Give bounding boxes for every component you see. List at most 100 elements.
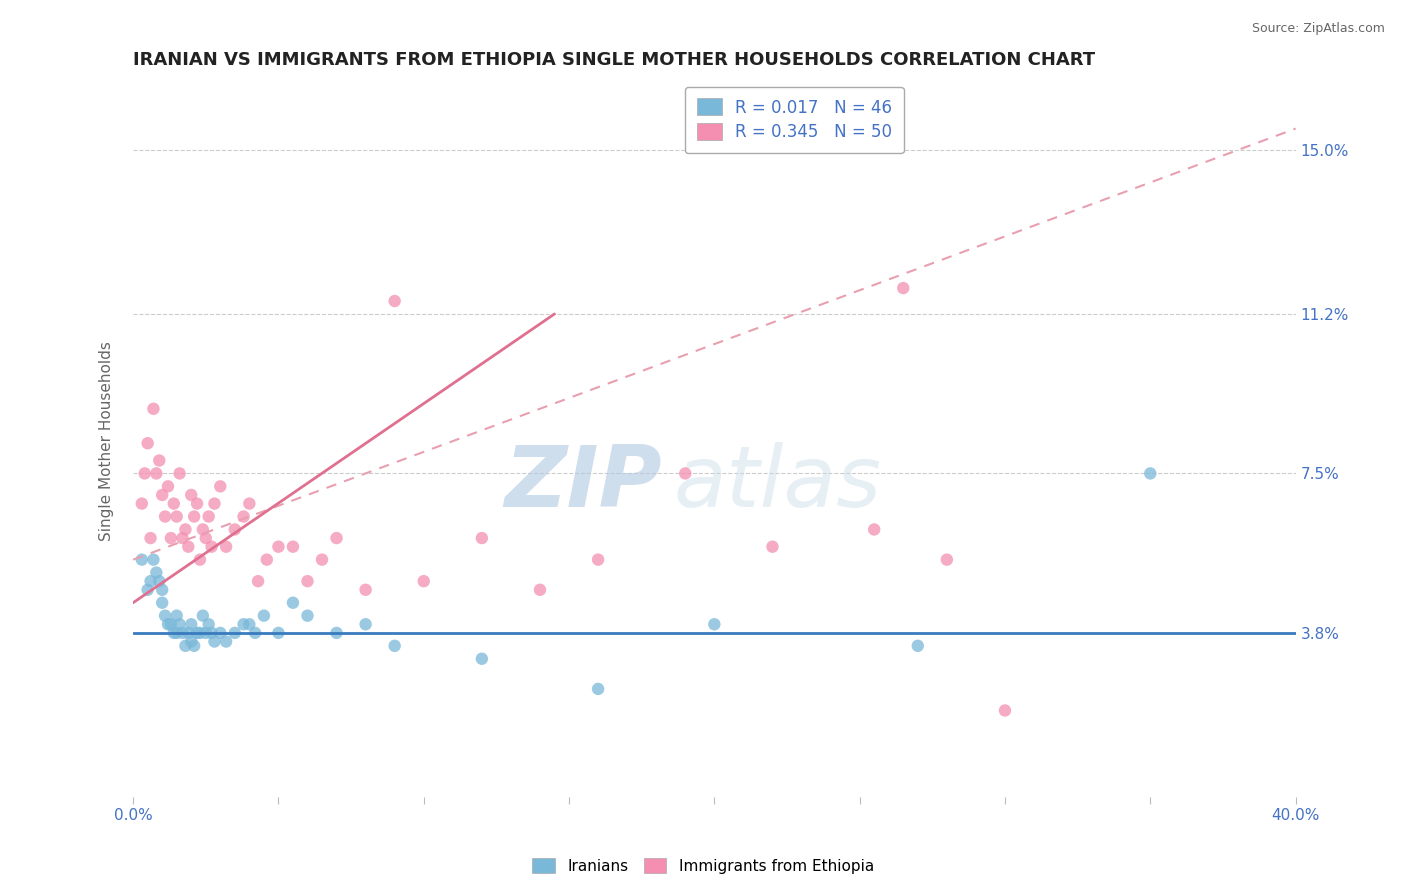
Point (253, 608, 276, 623)
Point (191, 608, 214, 623)
Point (172, 531, 194, 545)
Point (150, 488, 173, 502)
Point (412, 574, 434, 589)
Point (172, 626, 194, 640)
Text: Source: ZipAtlas.com: Source: ZipAtlas.com (1251, 22, 1385, 36)
Point (150, 596, 173, 610)
Point (297, 574, 319, 589)
Point (197, 617, 219, 632)
Point (297, 608, 319, 623)
Point (183, 639, 205, 653)
Point (209, 479, 232, 493)
Point (267, 540, 290, 554)
Point (200, 626, 222, 640)
Point (232, 509, 254, 524)
Point (194, 626, 217, 640)
Point (180, 634, 202, 648)
Point (145, 566, 167, 580)
Point (174, 639, 197, 653)
Point (163, 626, 186, 640)
Point (188, 626, 211, 640)
Point (180, 488, 202, 502)
Legend: R = 0.017   N = 46, R = 0.345   N = 50: R = 0.017 N = 46, R = 0.345 N = 50 (685, 87, 904, 153)
Point (281, 540, 304, 554)
Point (186, 497, 208, 511)
Point (1139, 467, 1161, 481)
Text: atlas: atlas (673, 442, 882, 525)
Point (197, 509, 219, 524)
Point (215, 634, 238, 648)
Point (160, 531, 183, 545)
Point (935, 552, 957, 566)
Point (142, 552, 165, 566)
Point (204, 497, 226, 511)
Point (142, 401, 165, 416)
Point (586, 552, 609, 566)
Point (139, 574, 162, 589)
Point (145, 467, 167, 481)
Point (243, 626, 266, 640)
Point (354, 582, 377, 597)
Point (150, 582, 173, 597)
Point (311, 552, 333, 566)
Point (166, 608, 188, 623)
Point (238, 617, 260, 632)
Point (183, 509, 205, 524)
Point (156, 479, 179, 493)
Point (194, 531, 217, 545)
Point (281, 596, 304, 610)
Point (224, 523, 246, 537)
Point (994, 703, 1017, 717)
Point (148, 574, 170, 589)
Point (204, 634, 226, 648)
Point (256, 552, 278, 566)
Point (153, 608, 176, 623)
Point (761, 540, 783, 554)
Point (224, 626, 246, 640)
Point (177, 626, 200, 640)
Point (907, 639, 929, 653)
Point (191, 523, 214, 537)
Point (186, 626, 208, 640)
Point (139, 531, 162, 545)
Point (169, 617, 191, 632)
Point (177, 540, 200, 554)
Point (586, 681, 609, 696)
Legend: Iranians, Immigrants from Ethiopia: Iranians, Immigrants from Ethiopia (526, 852, 880, 880)
Point (153, 509, 176, 524)
Point (703, 617, 725, 632)
Point (209, 626, 232, 640)
Point (136, 436, 159, 450)
Point (163, 497, 186, 511)
Point (471, 652, 494, 666)
Point (160, 617, 183, 632)
Point (232, 617, 254, 632)
Point (166, 626, 188, 640)
Point (384, 639, 406, 653)
Y-axis label: Single Mother Households: Single Mother Households (100, 341, 114, 541)
Point (215, 540, 238, 554)
Point (354, 617, 377, 632)
Point (891, 281, 914, 295)
Text: ZIP: ZIP (505, 442, 662, 525)
Point (136, 582, 159, 597)
Point (200, 540, 222, 554)
Point (131, 497, 153, 511)
Point (384, 293, 406, 308)
Point (180, 617, 202, 632)
Point (863, 523, 886, 537)
Point (166, 509, 188, 524)
Point (238, 497, 260, 511)
Text: IRANIAN VS IMMIGRANTS FROM ETHIOPIA SINGLE MOTHER HOUSEHOLDS CORRELATION CHART: IRANIAN VS IMMIGRANTS FROM ETHIOPIA SING… (134, 51, 1095, 69)
Point (131, 552, 153, 566)
Point (174, 523, 197, 537)
Point (169, 467, 191, 481)
Point (529, 582, 551, 597)
Point (134, 467, 156, 481)
Point (148, 453, 170, 467)
Point (188, 552, 211, 566)
Point (471, 531, 494, 545)
Point (247, 574, 270, 589)
Point (156, 617, 179, 632)
Point (267, 626, 290, 640)
